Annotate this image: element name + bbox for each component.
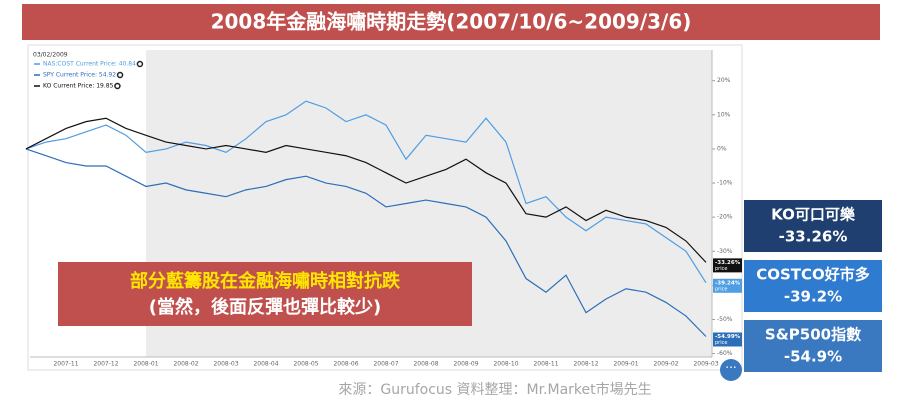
annotation-title: KO可口可樂: [771, 206, 856, 224]
end-label-box: [713, 332, 742, 347]
legend-gear: [116, 71, 124, 79]
source: 來源：Gurufocus 資料整理：Mr.Market市場先生: [338, 381, 651, 398]
x-tick-label: 2008-10: [493, 361, 518, 368]
callout-line: 部分藍籌股在金融海嘯時相對抗跌: [130, 270, 401, 292]
annotation-title: S&P500指數: [765, 326, 861, 344]
end-label-box: [713, 278, 742, 293]
x-tick-label: 2009-01: [613, 361, 638, 368]
annotation-box: [744, 320, 882, 372]
legend-entry: NAS:COST Current Price: 40.84: [43, 61, 136, 68]
x-tick-label: 2008-03: [213, 361, 238, 368]
y-tick-label: -60%: [717, 350, 733, 357]
x-tick-label: 2008-08: [413, 361, 438, 368]
x-tick-label: 2008-11: [533, 361, 558, 368]
y-tick-label: -30%: [717, 248, 733, 255]
legend-date: 03/02/2009: [33, 52, 68, 59]
x-tick-label: 2008-09: [453, 361, 478, 368]
y-tick-label: 10%: [717, 111, 731, 118]
end-note: price: [715, 340, 727, 346]
x-tick-label: 2008-04: [253, 361, 278, 368]
y-tick-label: -20%: [717, 214, 733, 221]
legend-entry: SPY Current Price: 54.92: [43, 72, 116, 79]
more-icon: ···: [725, 361, 736, 375]
annotation-box: [744, 260, 882, 312]
annotation-title: COSTCO好市多: [756, 266, 870, 284]
y-tick-label: -50%: [717, 316, 733, 323]
title: 2008年金融海嘯時期走勢(2007/10/6~2009/3/6): [211, 10, 692, 34]
x-tick-label: 2007-12: [93, 361, 118, 368]
callout-line: (當然，後面反彈也彈比較少): [149, 296, 381, 318]
legend-gear: [136, 60, 144, 68]
series-line: [25, 117, 707, 263]
end-label: -54.99%: [715, 334, 741, 340]
annotation-box: [744, 200, 882, 252]
end-label-box: [713, 258, 742, 273]
more-button[interactable]: [720, 359, 742, 381]
x-tick-label: 2009-02: [653, 361, 678, 368]
series-line: [25, 100, 707, 284]
legend-gear: [114, 82, 121, 90]
end-note: price: [715, 286, 727, 292]
callout-box: [58, 262, 472, 326]
y-tick-label: 20%: [717, 77, 731, 84]
end-label: -33.26%: [715, 260, 741, 266]
annotation-value: -39.2%: [784, 288, 842, 306]
title-banner: [22, 4, 880, 40]
series-line: [25, 148, 707, 337]
annotation-value: -33.26%: [779, 228, 848, 246]
end-label: -39.24%: [715, 280, 741, 286]
x-tick-label: 2008-06: [333, 361, 358, 368]
x-tick-label: 2008-01: [133, 361, 158, 368]
legend-entry: KO Current Price: 19.85: [43, 83, 114, 90]
end-note: price: [715, 266, 727, 272]
x-tick-label: 2009-03: [693, 361, 718, 368]
annotation-value: -54.9%: [784, 348, 842, 366]
y-tick-label: 0%: [717, 145, 727, 152]
x-tick-label: 2008-05: [293, 361, 318, 368]
annotations: KO可口可樂 -33.26% COSTCO好市多 -39.2% S&P500指數 -54.…: [744, 200, 882, 372]
x-tick-label: 2008-02: [173, 361, 198, 368]
x-tick-label: 2007-11: [53, 361, 78, 368]
x-tick-label: 2008-12: [573, 361, 598, 368]
x-tick-label: 2008-07: [373, 361, 398, 368]
y-tick-label: -10%: [717, 180, 733, 187]
